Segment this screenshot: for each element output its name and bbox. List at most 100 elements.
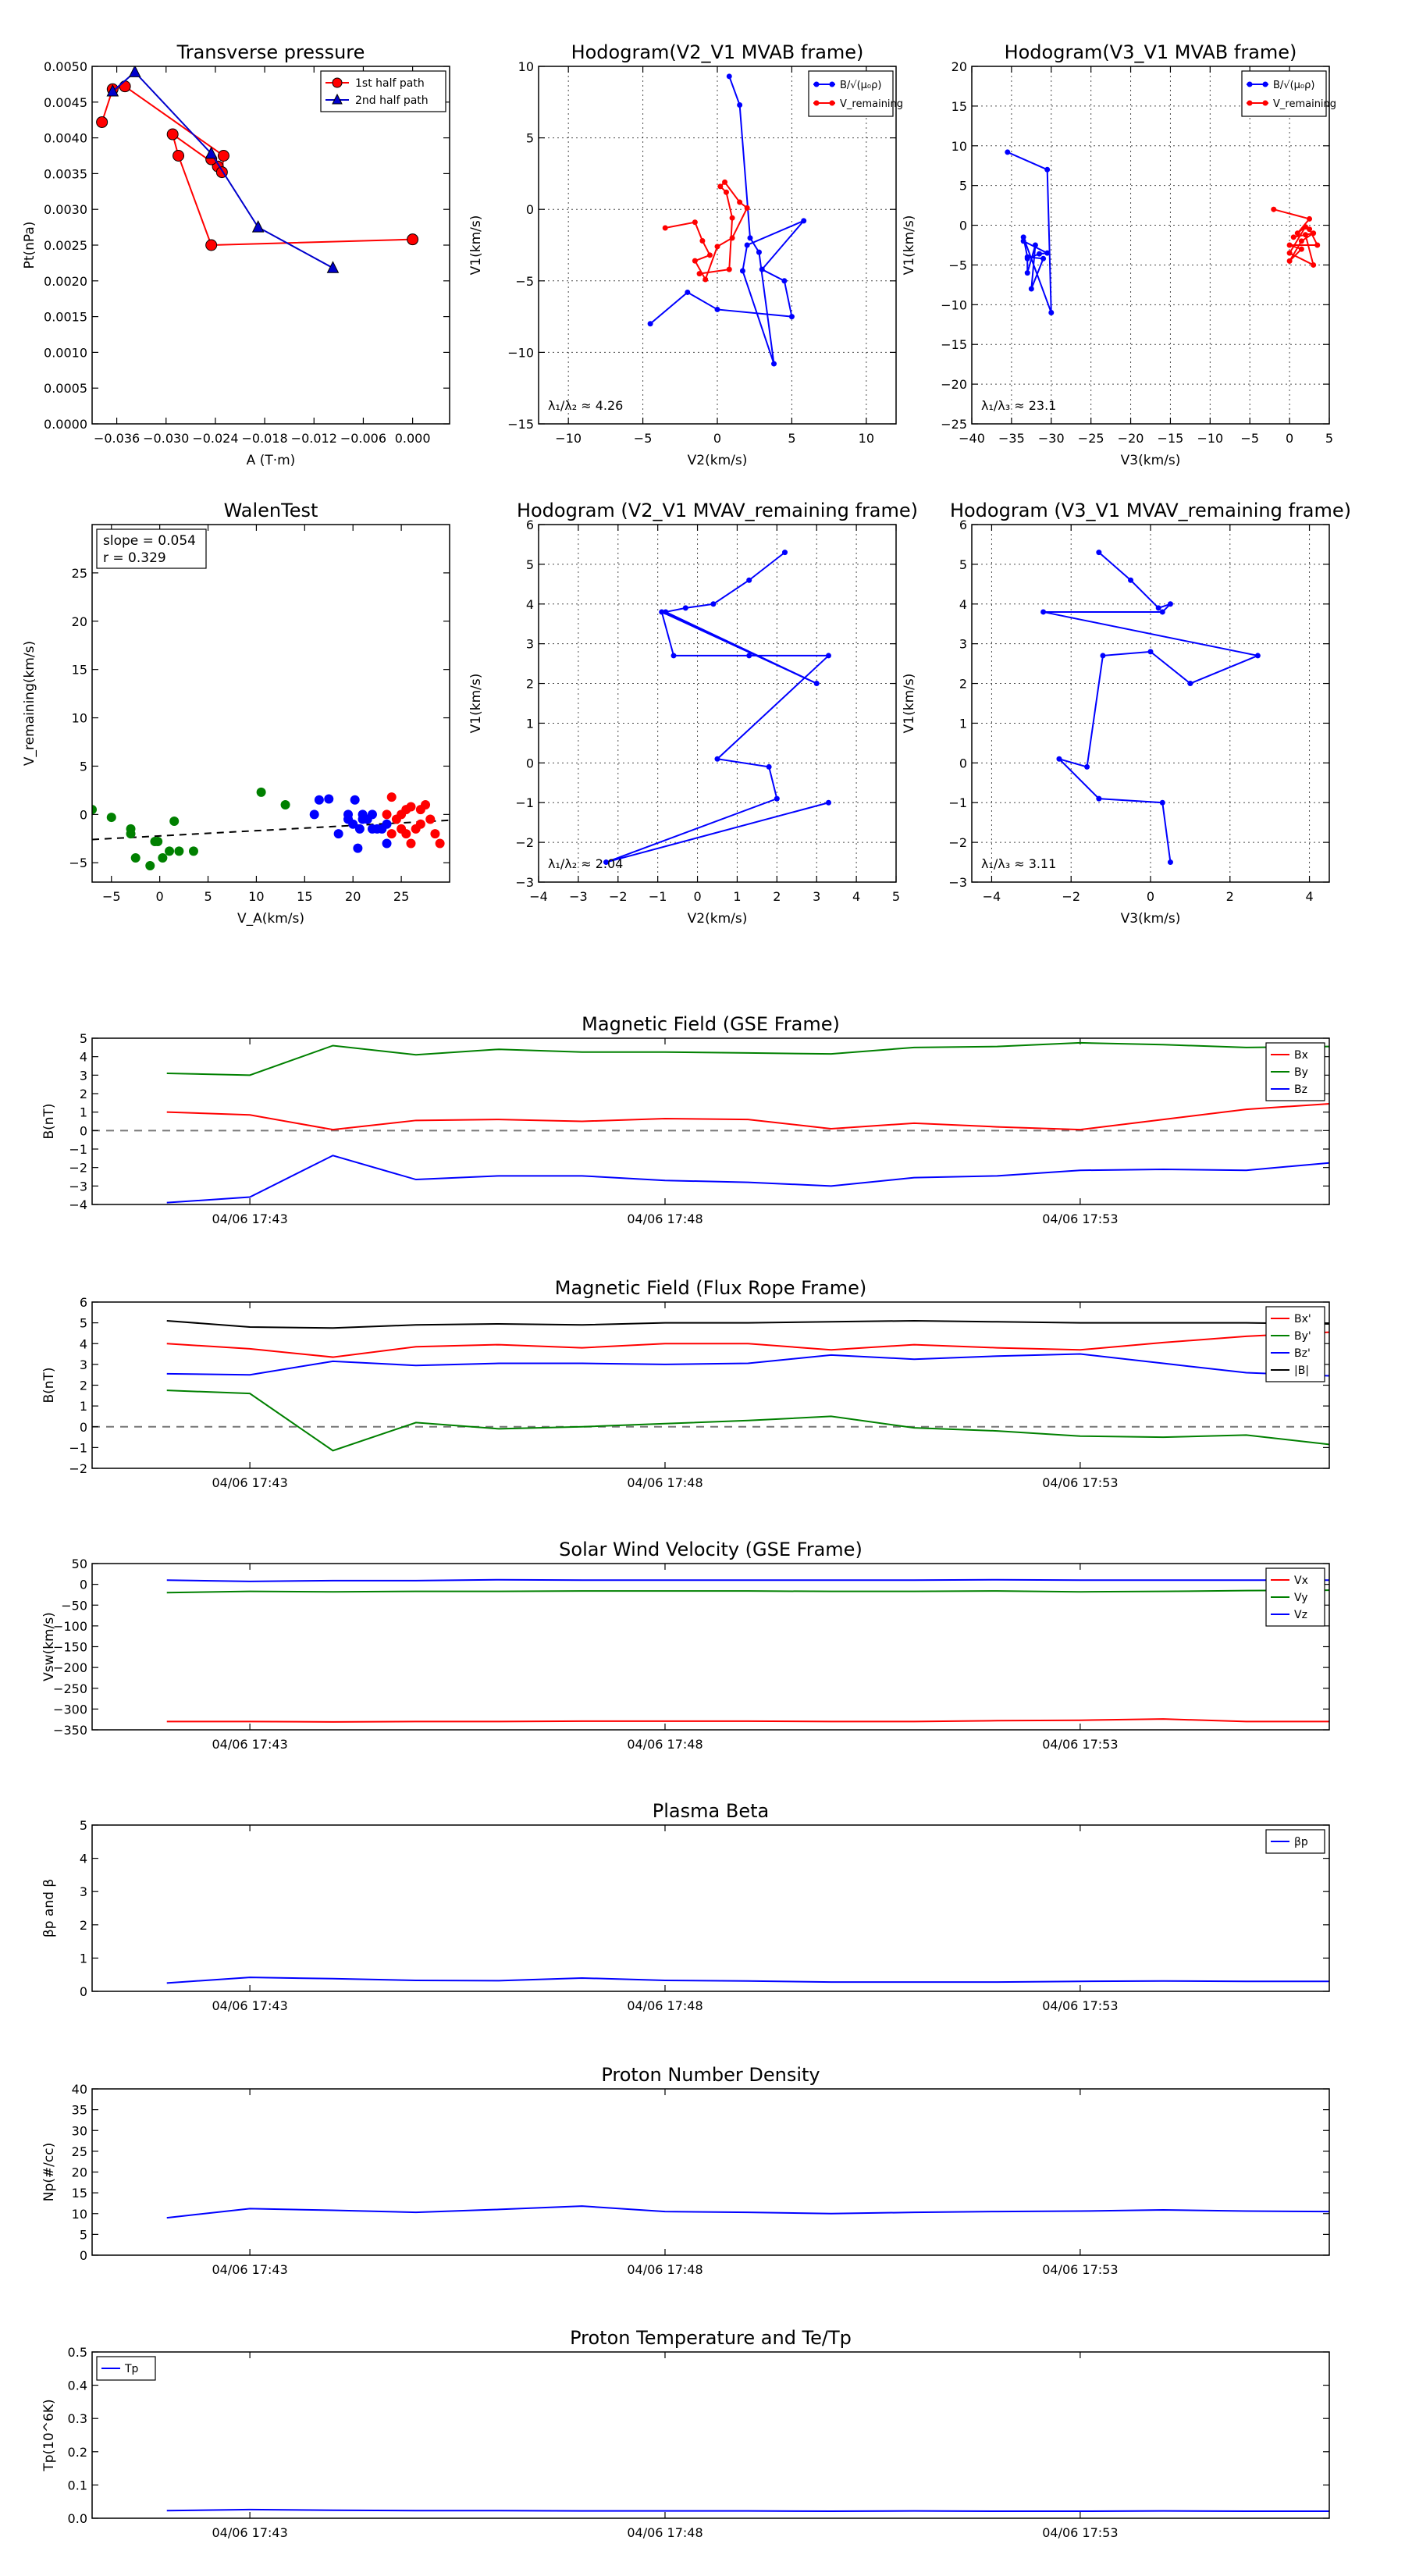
- data-point: [747, 235, 753, 241]
- ratio-annotation: λ₁/λ₂ ≈ 4.26: [548, 398, 623, 413]
- y-tick-label: 0: [959, 219, 967, 233]
- x-tick-label: 0: [1147, 889, 1154, 904]
- plot-frame: [538, 66, 897, 425]
- data-point: [205, 146, 218, 159]
- legend-marker: [829, 81, 835, 87]
- data-point: [682, 605, 688, 611]
- data-point: [729, 215, 735, 221]
- y-tick-label: −1: [515, 795, 534, 810]
- plot-area: [603, 550, 831, 866]
- y-tick-label: 5: [526, 557, 534, 572]
- x-axis-label: V2(km/s): [688, 911, 748, 927]
- legend-marker: [332, 93, 343, 105]
- data-point: [1056, 756, 1062, 762]
- stats-box: [96, 528, 207, 569]
- data-point: [1040, 255, 1047, 262]
- y-tick-label: 5: [959, 557, 967, 572]
- y-tick-label: 2: [959, 677, 967, 692]
- data-point: [670, 653, 677, 659]
- series-line-Bx': [166, 1331, 1329, 1358]
- y-tick-label: −5: [69, 856, 87, 870]
- data-point: [756, 249, 762, 255]
- plot-area: [166, 1976, 1329, 1984]
- plot-frame: [91, 2351, 1330, 2519]
- y-tick-label: 5: [80, 759, 87, 774]
- data-point: [726, 266, 732, 272]
- data-point: [1314, 242, 1321, 248]
- chart-title: Magnetic Field (GSE Frame): [582, 1013, 840, 1035]
- data-point: [280, 799, 290, 809]
- x-tick-label: −0.012: [291, 431, 337, 446]
- series-line-Vy: [166, 1589, 1329, 1594]
- data-point: [326, 261, 340, 273]
- x-tick-label: −25: [1078, 431, 1104, 446]
- data-point: [746, 653, 752, 659]
- chart-h1: [538, 66, 897, 425]
- data-point: [256, 787, 266, 797]
- y-tick-label: −5: [948, 258, 967, 272]
- data-point: [603, 859, 610, 866]
- data-point: [1147, 649, 1154, 655]
- y-tick-label: 6: [80, 1295, 87, 1310]
- data-point: [406, 802, 416, 812]
- data-point: [343, 809, 354, 820]
- data-point: [421, 799, 431, 809]
- data-point: [1096, 795, 1102, 802]
- data-point: [145, 860, 155, 870]
- data-point: [759, 266, 765, 272]
- x-tick-label: −30: [1038, 431, 1065, 446]
- chart-ts1: [91, 1037, 1330, 1205]
- x-tick-label: 0: [156, 889, 164, 904]
- data-point: [1311, 262, 1317, 268]
- data-point: [96, 116, 108, 128]
- data-point: [1024, 270, 1030, 276]
- chart-ts5: [91, 2088, 1330, 2256]
- chart-title: Hodogram(V3_V1 MVAB frame): [1005, 41, 1297, 63]
- y-tick-label: 3: [80, 1884, 87, 1899]
- data-point: [1044, 250, 1051, 256]
- data-point: [726, 73, 732, 80]
- data-point: [1096, 550, 1102, 556]
- x-axis-label: V3(km/s): [1121, 453, 1181, 468]
- y-axis-label: V1(km/s): [902, 215, 917, 276]
- series-line-By: [166, 1041, 1329, 1076]
- y-axis-label: B(nT): [41, 1367, 57, 1403]
- legend-label: 1st half path: [355, 77, 425, 90]
- y-tick-label: −350: [53, 1723, 87, 1738]
- y-tick-label: 1: [526, 716, 534, 731]
- data-point: [1167, 601, 1173, 607]
- x-tick-label: 04/06 17:53: [1042, 2525, 1118, 2540]
- series-line-V: [606, 551, 831, 863]
- data-point: [663, 609, 669, 615]
- y-tick-label: −15: [941, 337, 967, 352]
- data-point: [1084, 763, 1090, 770]
- data-point: [1167, 859, 1173, 866]
- y-tick-label: 0: [526, 756, 534, 770]
- data-point: [782, 550, 788, 556]
- x-tick-label: 04/06 17:43: [212, 2262, 287, 2277]
- x-tick-label: 04/06 17:48: [627, 2525, 702, 2540]
- legend-marker: [332, 77, 343, 88]
- y-tick-label: −50: [61, 1598, 87, 1613]
- x-tick-label: 04/06 17:43: [212, 1998, 287, 2013]
- y-tick-label: 20: [951, 59, 967, 74]
- y-tick-label: 1: [80, 1105, 87, 1120]
- data-point: [662, 225, 668, 231]
- y-tick-label: 15: [72, 2186, 87, 2201]
- chart-title: Hodogram(V2_V1 MVAB frame): [571, 41, 864, 63]
- x-tick-label: 5: [788, 431, 795, 446]
- y-tick-label: 0.0045: [44, 95, 87, 110]
- x-tick-label: −10: [555, 431, 582, 446]
- legend-box: [808, 70, 894, 117]
- data-point: [119, 80, 131, 93]
- x-tick-label: 15: [297, 889, 312, 904]
- legend-label: Vz: [1294, 1609, 1307, 1621]
- legend-marker: [813, 100, 820, 106]
- y-tick-label: −2: [69, 1461, 87, 1476]
- legend-marker: [1262, 100, 1268, 106]
- data-point: [729, 235, 735, 241]
- series-line-Bz': [166, 1353, 1329, 1377]
- data-point: [92, 805, 97, 815]
- y-tick-label: −10: [941, 297, 967, 312]
- legend-marker: [1262, 81, 1268, 87]
